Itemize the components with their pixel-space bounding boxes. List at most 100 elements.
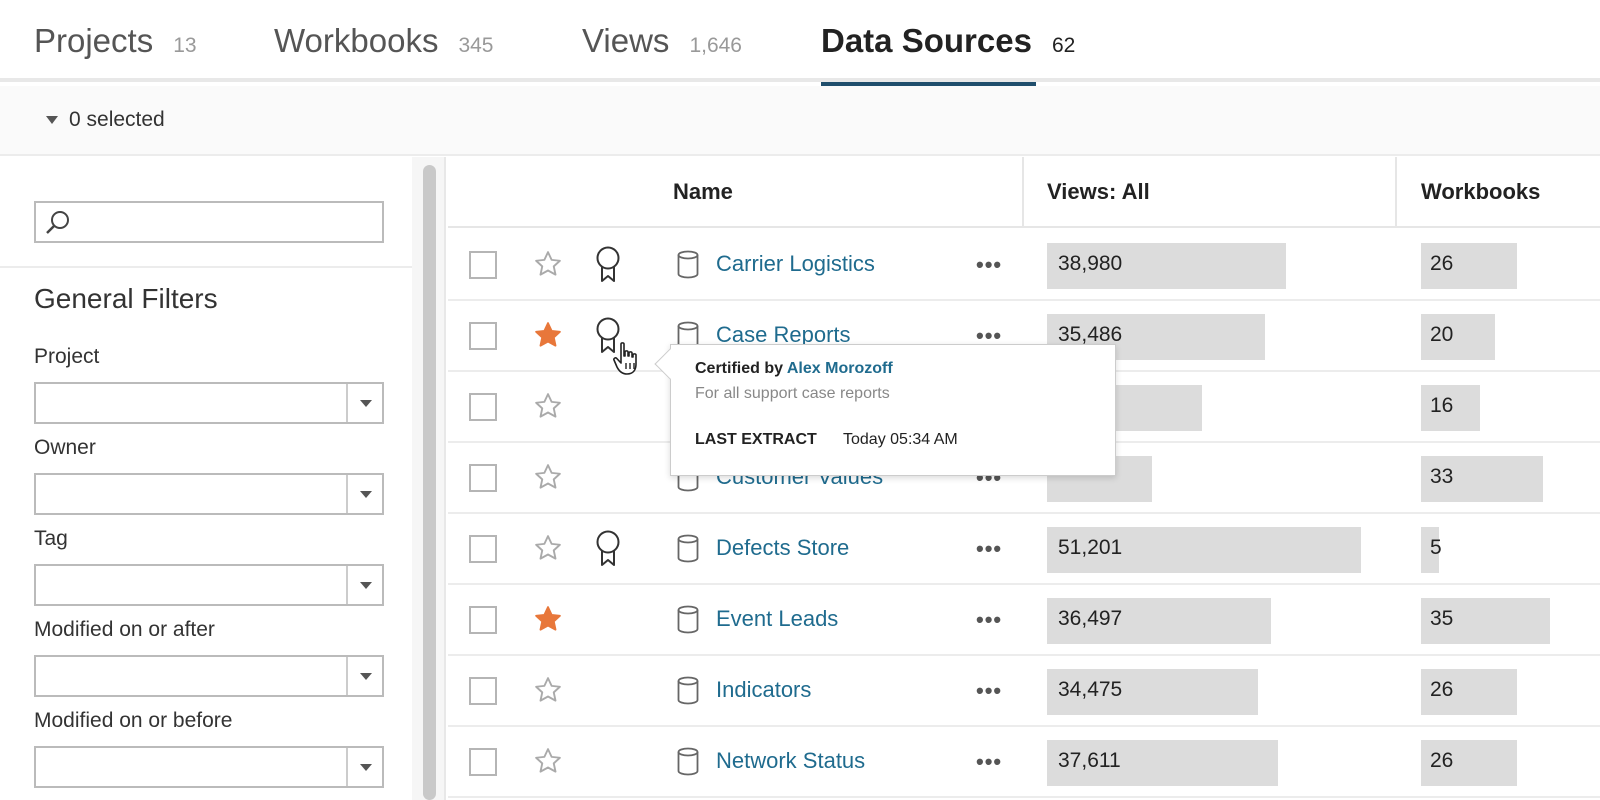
project-select[interactable] (34, 382, 384, 424)
workbooks-value: 26 (1430, 252, 1454, 275)
workbooks-bar (1421, 669, 1517, 715)
filter-label-owner: Owner (34, 436, 96, 459)
views-bar (1047, 669, 1258, 715)
row-checkbox[interactable] (469, 251, 497, 279)
tab-count: 1,646 (689, 34, 742, 57)
workbooks-value: 20 (1430, 323, 1454, 346)
data-sources-table: Name Views: All Workbooks Carrier Logist… (448, 157, 1600, 800)
workbooks-value: 33 (1430, 465, 1454, 488)
star-filled-icon[interactable] (533, 604, 563, 639)
tab-count: 62 (1051, 34, 1076, 57)
star-icon[interactable] (533, 249, 563, 284)
search-icon (44, 209, 72, 242)
star-icon[interactable] (533, 675, 563, 710)
caret-down-icon[interactable] (46, 116, 58, 124)
table-header: Name Views: All Workbooks (448, 157, 1600, 228)
database-icon (676, 676, 700, 711)
data-source-name[interactable]: Indicators (716, 677, 812, 702)
filter-label-modified-before: Modified on or before (34, 709, 233, 732)
modified-after-select[interactable] (34, 655, 384, 697)
column-header-name[interactable]: Name (673, 179, 733, 204)
tag-select[interactable] (34, 564, 384, 606)
divider (0, 266, 412, 268)
column-header-views[interactable]: Views: All (1047, 179, 1150, 204)
data-source-name[interactable]: Case Reports (716, 322, 851, 347)
tab-data-sources[interactable]: Data Sources 62 (821, 0, 1075, 86)
chevron-down-icon (360, 764, 372, 771)
data-source-name[interactable]: Carrier Logistics (716, 251, 875, 276)
tab-projects[interactable]: Projects 13 (34, 0, 197, 86)
star-icon[interactable] (533, 391, 563, 426)
tab-label: Data Sources (821, 22, 1032, 59)
sidebar-scrollbar[interactable] (412, 157, 446, 800)
more-icon[interactable]: ••• (976, 323, 1003, 348)
views-value: 36,497 (1058, 607, 1123, 630)
filter-label-modified-after: Modified on or after (34, 618, 215, 641)
more-icon[interactable]: ••• (976, 536, 1003, 561)
workbooks-bar (1421, 385, 1480, 431)
data-source-name[interactable]: Network Status (716, 748, 866, 773)
workbooks-bar (1421, 740, 1517, 786)
table-row[interactable]: Indicators ••• 34,475 26 (448, 656, 1600, 727)
workbooks-value: 26 (1430, 678, 1454, 701)
workbooks-value: 35 (1430, 607, 1454, 630)
views-bar (1047, 527, 1361, 573)
database-icon (676, 605, 700, 640)
table-row[interactable]: Network Status ••• 37,611 26 (448, 727, 1600, 798)
tab-count: 345 (458, 34, 494, 57)
last-extract-value: Today 05:34 AM (843, 431, 958, 448)
views-value: 37,611 (1058, 749, 1121, 772)
filter-label-project: Project (34, 345, 100, 368)
database-icon (676, 534, 700, 569)
row-checkbox[interactable] (469, 606, 497, 634)
table-row[interactable]: Carrier Logistics ••• 38,980 26 (448, 230, 1600, 301)
more-icon[interactable]: ••• (976, 749, 1003, 774)
workbooks-value: 5 (1430, 536, 1442, 559)
views-value: 35,486 (1058, 323, 1123, 346)
chevron-down-icon (360, 491, 372, 498)
database-icon (676, 747, 700, 782)
certified-ribbon-icon[interactable] (594, 316, 622, 361)
data-source-name[interactable]: Event Leads (716, 606, 839, 631)
hand-pointer-icon (612, 342, 640, 381)
workbooks-value: 16 (1430, 394, 1454, 417)
workbooks-value: 26 (1430, 749, 1454, 772)
table-row[interactable]: Event Leads ••• 36,497 35 (448, 585, 1600, 656)
tab-workbooks[interactable]: Workbooks 345 (274, 0, 494, 86)
chevron-down-icon (360, 673, 372, 680)
certified-by-label: Certified by (695, 360, 784, 377)
table-row[interactable]: Defects Store ••• 51,201 5 (448, 514, 1600, 585)
row-checkbox[interactable] (469, 464, 497, 492)
views-bar (1047, 740, 1278, 786)
more-icon[interactable]: ••• (976, 607, 1003, 632)
more-icon[interactable]: ••• (976, 678, 1003, 703)
scrollbar-thumb[interactable] (423, 165, 436, 800)
star-filled-icon[interactable] (533, 320, 563, 355)
more-icon[interactable]: ••• (976, 252, 1003, 277)
tab-views[interactable]: Views 1,646 (582, 0, 742, 86)
selection-count[interactable]: 0 selected (69, 108, 165, 131)
tab-label: Views (582, 22, 670, 59)
owner-select[interactable] (34, 473, 384, 515)
modified-before-select[interactable] (34, 746, 384, 788)
certified-ribbon-icon[interactable] (594, 245, 622, 290)
star-icon[interactable] (533, 462, 563, 497)
certifier-link[interactable]: Alex Morozoff (786, 360, 893, 377)
workbooks-bar (1421, 456, 1543, 502)
row-checkbox[interactable] (469, 748, 497, 776)
views-value: 34,475 (1058, 678, 1123, 701)
row-checkbox[interactable] (469, 535, 497, 563)
row-checkbox[interactable] (469, 393, 497, 421)
row-checkbox[interactable] (469, 322, 497, 350)
search-input[interactable] (34, 201, 384, 243)
column-header-workbooks[interactable]: Workbooks (1421, 179, 1541, 204)
workbooks-bar (1421, 243, 1517, 289)
data-source-name[interactable]: Defects Store (716, 535, 850, 560)
workbooks-bar (1421, 527, 1439, 573)
star-icon[interactable] (533, 533, 563, 568)
star-icon[interactable] (533, 746, 563, 781)
filter-label-tag: Tag (34, 527, 68, 550)
row-checkbox[interactable] (469, 677, 497, 705)
views-value: 51,201 (1058, 536, 1123, 559)
certified-ribbon-icon[interactable] (594, 529, 622, 574)
